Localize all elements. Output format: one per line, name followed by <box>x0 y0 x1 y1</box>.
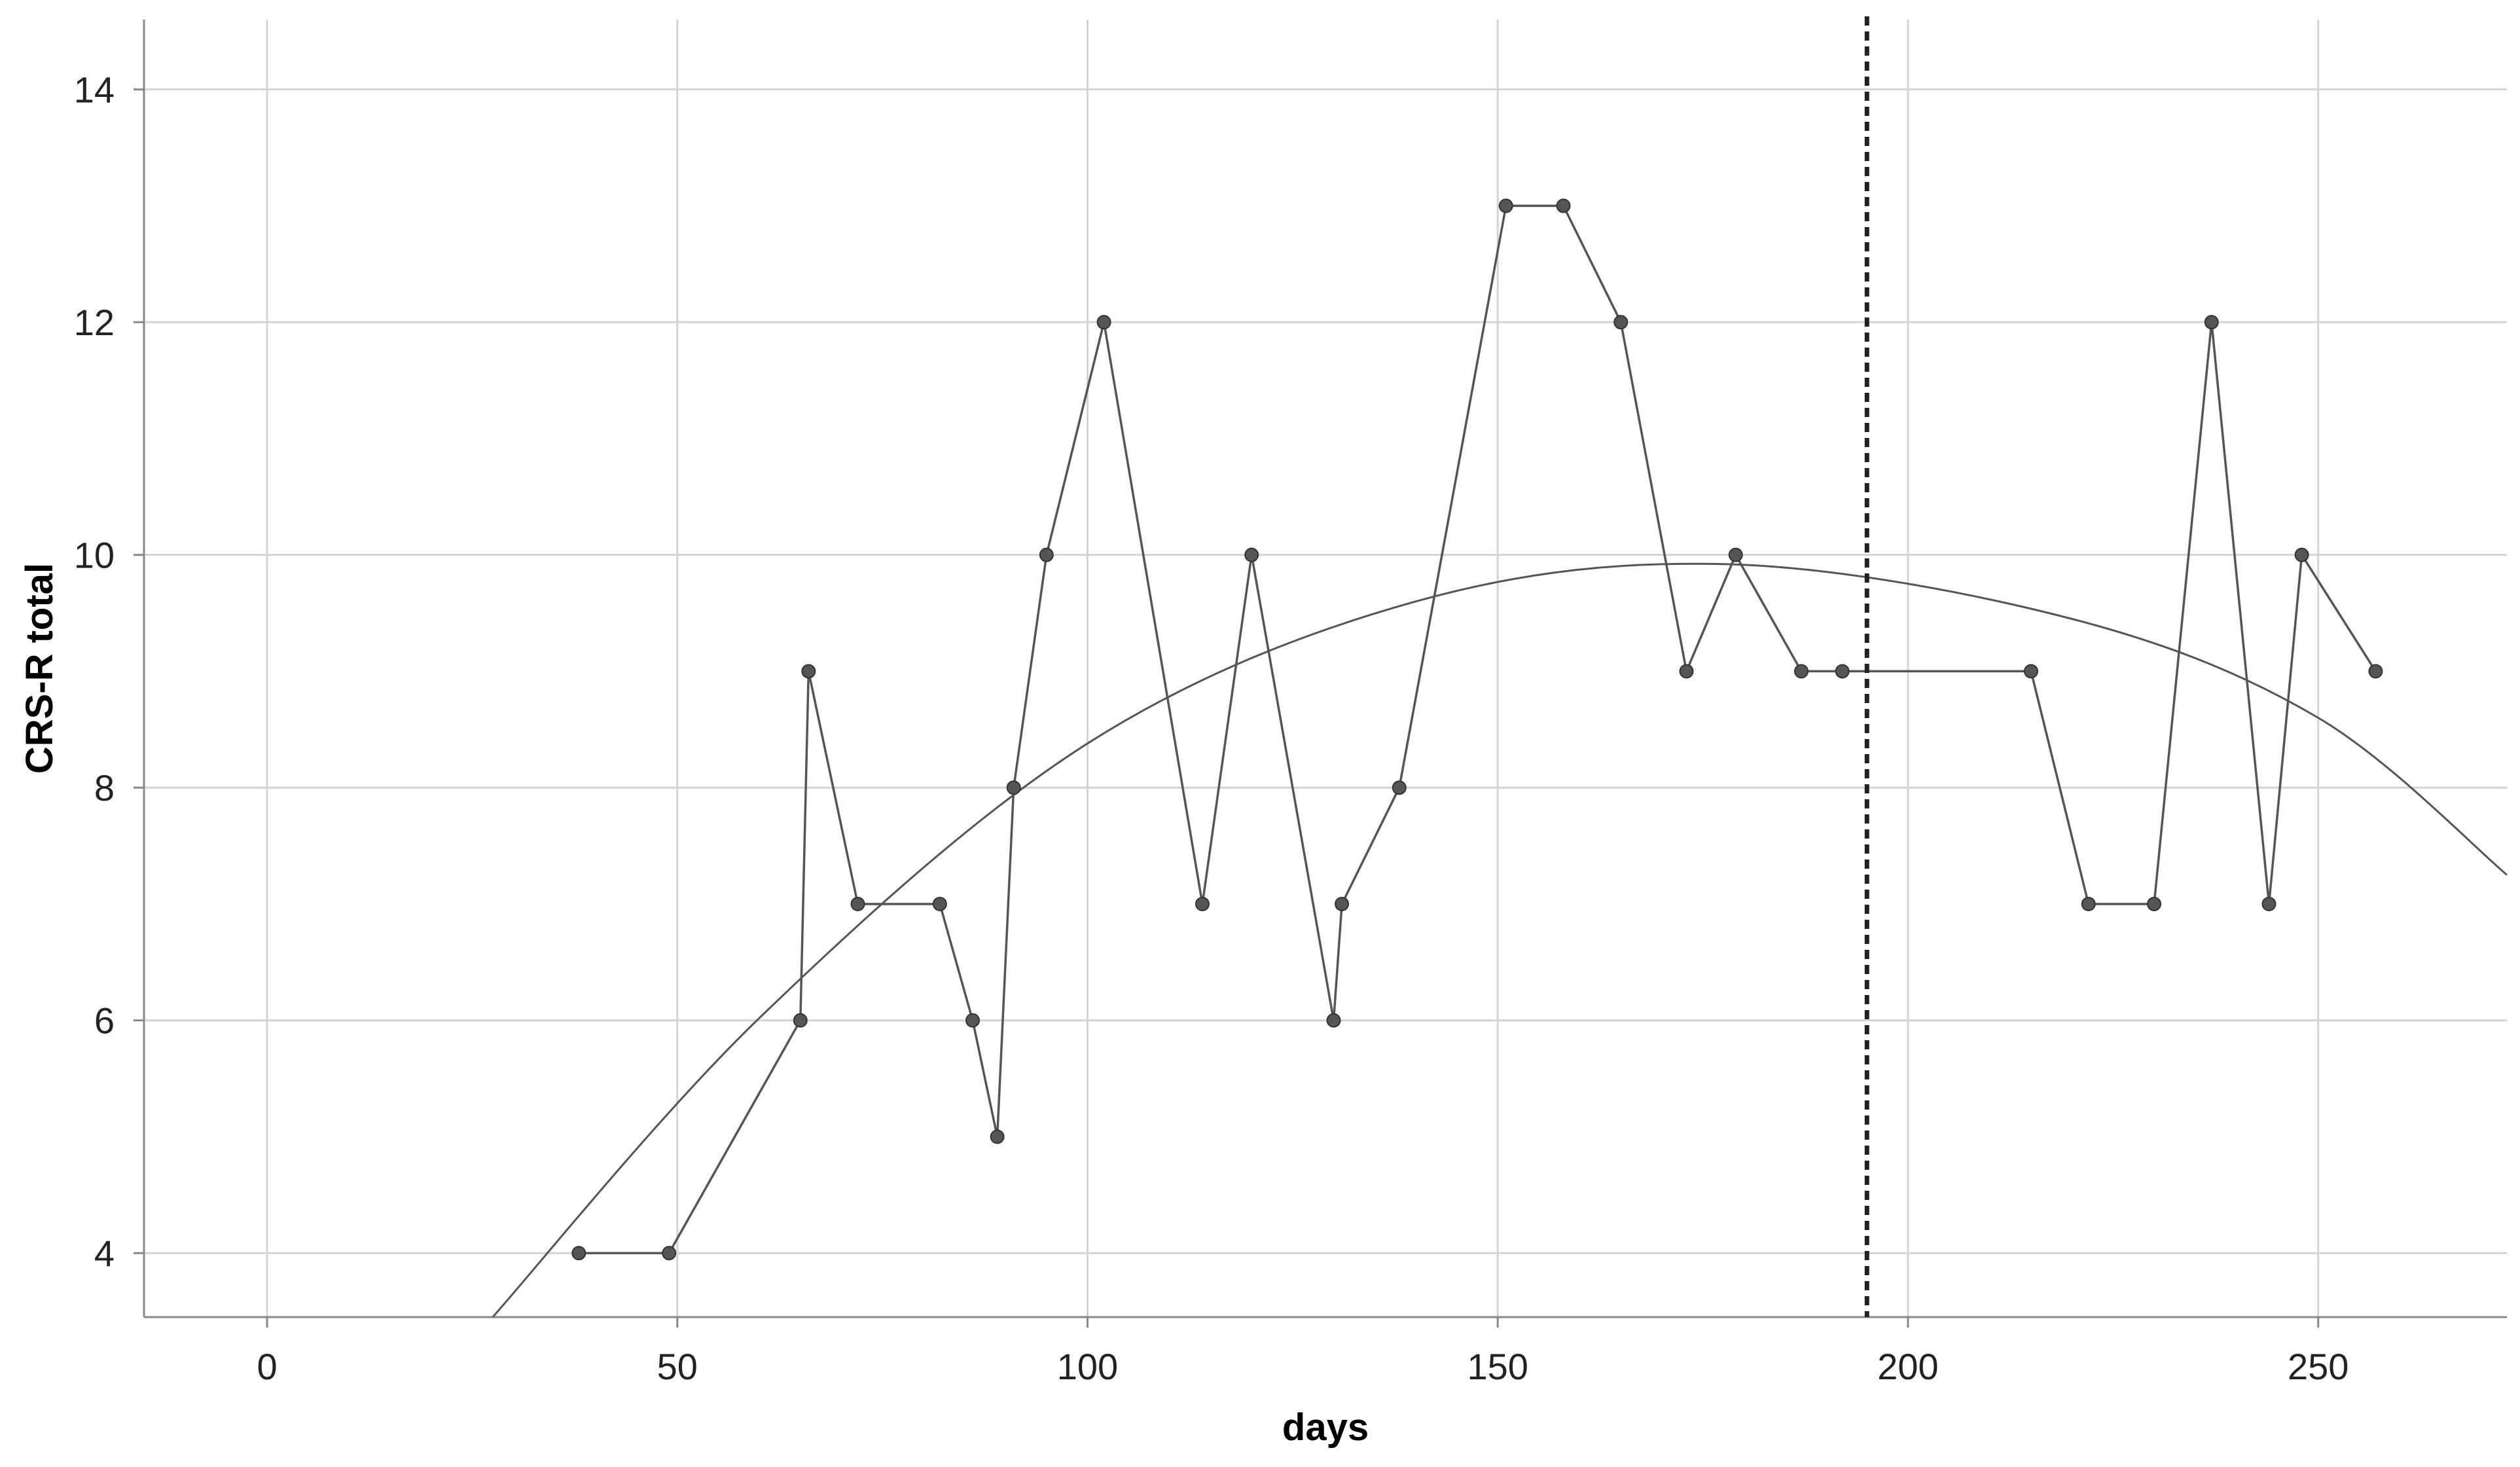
data-point <box>1195 896 1210 911</box>
fit-curve-group <box>492 562 2508 1318</box>
data-point <box>801 664 816 679</box>
y-tick-label: 6 <box>94 1000 115 1041</box>
data-point <box>932 896 947 911</box>
data-point <box>2023 664 2038 679</box>
y-tick-label: 10 <box>74 535 115 576</box>
axes <box>134 20 2507 1328</box>
y-tick-label: 12 <box>74 302 115 343</box>
data-point <box>1679 664 1694 679</box>
data-line <box>579 204 2377 1254</box>
x-tick-label: 250 <box>2288 1346 2349 1387</box>
data-point <box>1835 664 1850 679</box>
data-point <box>850 896 865 911</box>
data-point <box>793 1013 808 1028</box>
y-tick-label: 14 <box>74 69 115 111</box>
data-point <box>1556 198 1571 213</box>
data-point <box>662 1246 677 1261</box>
x-tick-label: 50 <box>657 1346 698 1387</box>
data-point <box>1006 780 1021 795</box>
data-point <box>1728 547 1743 562</box>
grid-lines <box>144 20 2507 1317</box>
data-point <box>1613 315 1629 330</box>
data-point <box>1335 896 1350 911</box>
data-point <box>1498 198 1513 213</box>
x-tick-label: 150 <box>1467 1346 1528 1387</box>
tick-labels: 0 50 100 150 200 250 4 6 8 10 12 14 <box>74 69 2349 1387</box>
x-tick-label: 0 <box>257 1346 277 1387</box>
data-point <box>1392 780 1407 795</box>
data-point <box>2081 896 2096 911</box>
x-tick-label: 100 <box>1057 1346 1118 1387</box>
data-point <box>571 1246 586 1261</box>
data-point <box>2261 896 2277 911</box>
data-point <box>965 1013 981 1028</box>
data-point <box>1326 1013 1341 1028</box>
x-tick-label: 200 <box>1877 1346 1938 1387</box>
fit-curve <box>492 562 2508 1318</box>
data-point <box>2368 664 2383 679</box>
data-point <box>2294 547 2309 562</box>
y-axis-title: CRS-R total <box>18 563 61 774</box>
data-point <box>2204 315 2219 330</box>
y-tick-label: 8 <box>94 767 115 808</box>
data-point <box>1794 664 1809 679</box>
data-point <box>1244 547 1259 562</box>
data-point <box>990 1129 1005 1144</box>
data-line-group <box>579 204 2377 1254</box>
data-point <box>2147 896 2162 911</box>
data-point <box>1039 547 1054 562</box>
data-point <box>1096 315 1111 330</box>
x-axis-title: days <box>1282 1406 1369 1449</box>
y-tick-label: 4 <box>94 1233 115 1274</box>
data-points <box>571 198 2383 1261</box>
